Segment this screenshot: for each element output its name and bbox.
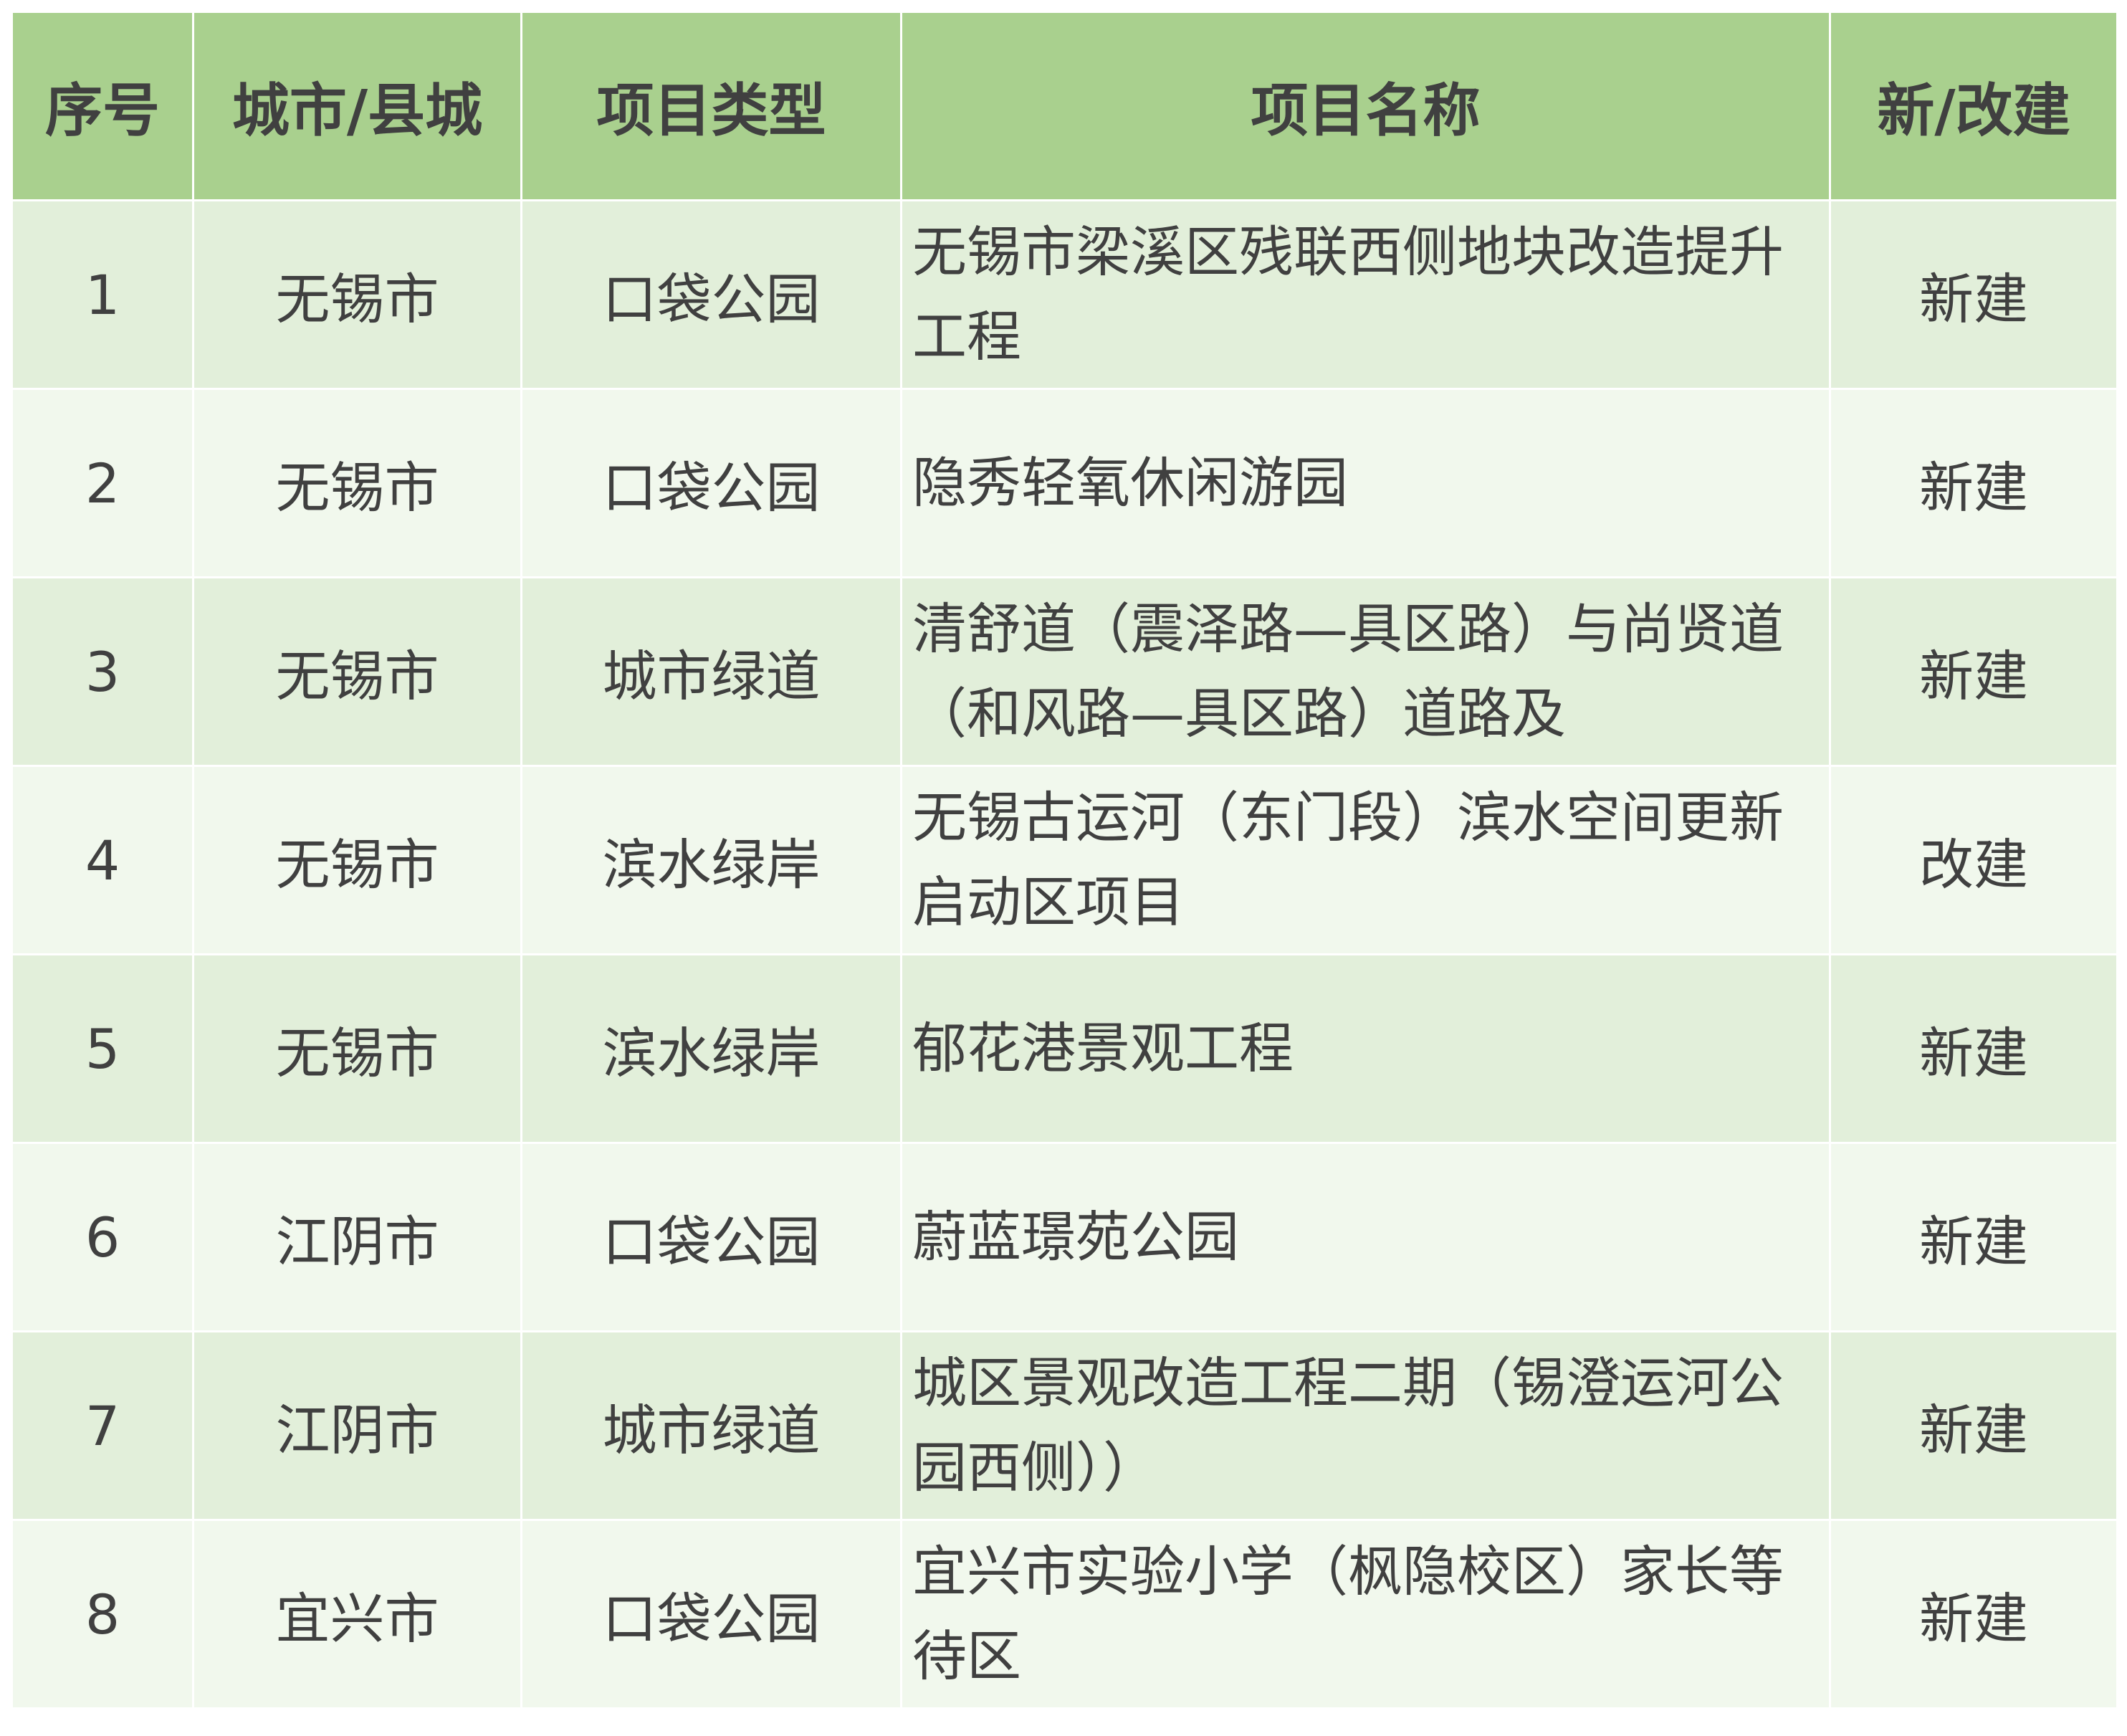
header-row: 序号 城市/县城 项目类型 项目名称 新/改建 bbox=[11, 11, 2118, 201]
cell-name: 城区景观改造工程二期（锡澄运河公园西侧）） bbox=[900, 1330, 1831, 1521]
table-row: 4 无锡市 滨水绿岸 无锡古运河（东门段）滨水空间更新启动区项目 改建 bbox=[11, 765, 2118, 955]
cell-name: 宜兴市实验小学（枫隐校区）家长等待区 bbox=[900, 1519, 1831, 1709]
cell-build: 新建 bbox=[1829, 388, 2118, 578]
cell-index: 6 bbox=[11, 1142, 194, 1332]
table-row: 1 无锡市 口袋公园 无锡市梁溪区残联西侧地块改造提升工程 新建 bbox=[11, 199, 2118, 390]
table-row: 8 宜兴市 口袋公园 宜兴市实验小学（枫隐校区）家长等待区 新建 bbox=[11, 1519, 2118, 1709]
project-name-text: 城区景观改造工程二期（锡澄运河公园西侧）） bbox=[912, 1351, 1784, 1499]
cell-name: 隐秀轻氧休闲游园 bbox=[900, 388, 1831, 578]
project-name-text: 宜兴市实验小学（枫隐校区）家长等待区 bbox=[912, 1540, 1784, 1688]
cell-type: 口袋公园 bbox=[520, 199, 902, 390]
cell-city: 无锡市 bbox=[192, 765, 522, 955]
cell-type: 口袋公园 bbox=[520, 388, 902, 578]
cell-index: 5 bbox=[11, 953, 194, 1144]
cell-build: 新建 bbox=[1829, 199, 2118, 390]
cell-index: 7 bbox=[11, 1330, 194, 1521]
cell-name: 蔚蓝璟苑公园 bbox=[900, 1142, 1831, 1332]
cell-city: 无锡市 bbox=[192, 576, 522, 767]
project-name-text: 无锡古运河（东门段）滨水空间更新启动区项目 bbox=[912, 786, 1784, 934]
cell-index: 1 bbox=[11, 199, 194, 390]
cell-index: 3 bbox=[11, 576, 194, 767]
cell-name: 郁花港景观工程 bbox=[900, 953, 1831, 1144]
project-name-text: 蔚蓝璟苑公园 bbox=[912, 1205, 1239, 1269]
project-name-text: 隐秀轻氧休闲游园 bbox=[912, 451, 1348, 515]
table-row: 2 无锡市 口袋公园 隐秀轻氧休闲游园 新建 bbox=[11, 388, 2118, 578]
project-name-text: 郁花港景观工程 bbox=[912, 1016, 1294, 1080]
header-type: 项目类型 bbox=[520, 11, 902, 201]
table-row: 5 无锡市 滨水绿岸 郁花港景观工程 新建 bbox=[11, 953, 2118, 1144]
cell-city: 江阴市 bbox=[192, 1330, 522, 1521]
header-index: 序号 bbox=[11, 11, 194, 201]
cell-build: 新建 bbox=[1829, 953, 2118, 1144]
cell-build: 新建 bbox=[1829, 1519, 2118, 1709]
cell-city: 无锡市 bbox=[192, 388, 522, 578]
table-row: 7 江阴市 城市绿道 城区景观改造工程二期（锡澄运河公园西侧）） 新建 bbox=[11, 1330, 2118, 1521]
cell-build: 新建 bbox=[1829, 576, 2118, 767]
project-name-text: 清舒道（震泽路—具区路）与尚贤道（和风路—具区路）道路及 bbox=[912, 597, 1784, 745]
cell-index: 4 bbox=[11, 765, 194, 955]
cell-type: 城市绿道 bbox=[520, 1330, 902, 1521]
cell-city: 无锡市 bbox=[192, 199, 522, 390]
cell-index: 8 bbox=[11, 1519, 194, 1709]
header-build: 新/改建 bbox=[1829, 11, 2118, 201]
cell-build: 新建 bbox=[1829, 1330, 2118, 1521]
cell-name: 无锡古运河（东门段）滨水空间更新启动区项目 bbox=[900, 765, 1831, 955]
cell-type: 口袋公园 bbox=[520, 1142, 902, 1332]
header-name: 项目名称 bbox=[900, 11, 1831, 201]
project-name-text: 无锡市梁溪区残联西侧地块改造提升工程 bbox=[912, 220, 1784, 368]
cell-index: 2 bbox=[11, 388, 194, 578]
cell-build: 新建 bbox=[1829, 1142, 2118, 1332]
table-row: 3 无锡市 城市绿道 清舒道（震泽路—具区路）与尚贤道（和风路—具区路）道路及 新建 bbox=[11, 576, 2118, 767]
table-row: 6 江阴市 口袋公园 蔚蓝璟苑公园 新建 bbox=[11, 1142, 2118, 1332]
cell-build: 改建 bbox=[1829, 765, 2118, 955]
cell-city: 无锡市 bbox=[192, 953, 522, 1144]
cell-city: 宜兴市 bbox=[192, 1519, 522, 1709]
header-city: 城市/县城 bbox=[192, 11, 522, 201]
cell-type: 滨水绿岸 bbox=[520, 953, 902, 1144]
cell-name: 无锡市梁溪区残联西侧地块改造提升工程 bbox=[900, 199, 1831, 390]
cell-type: 滨水绿岸 bbox=[520, 765, 902, 955]
cell-name: 清舒道（震泽路—具区路）与尚贤道（和风路—具区路）道路及 bbox=[900, 576, 1831, 767]
project-table: 序号 城市/县城 项目类型 项目名称 新/改建 1 无锡市 口袋公园 无锡市梁溪区残联… bbox=[11, 11, 2118, 1709]
cell-city: 江阴市 bbox=[192, 1142, 522, 1332]
cell-type: 城市绿道 bbox=[520, 576, 902, 767]
cell-type: 口袋公园 bbox=[520, 1519, 902, 1709]
